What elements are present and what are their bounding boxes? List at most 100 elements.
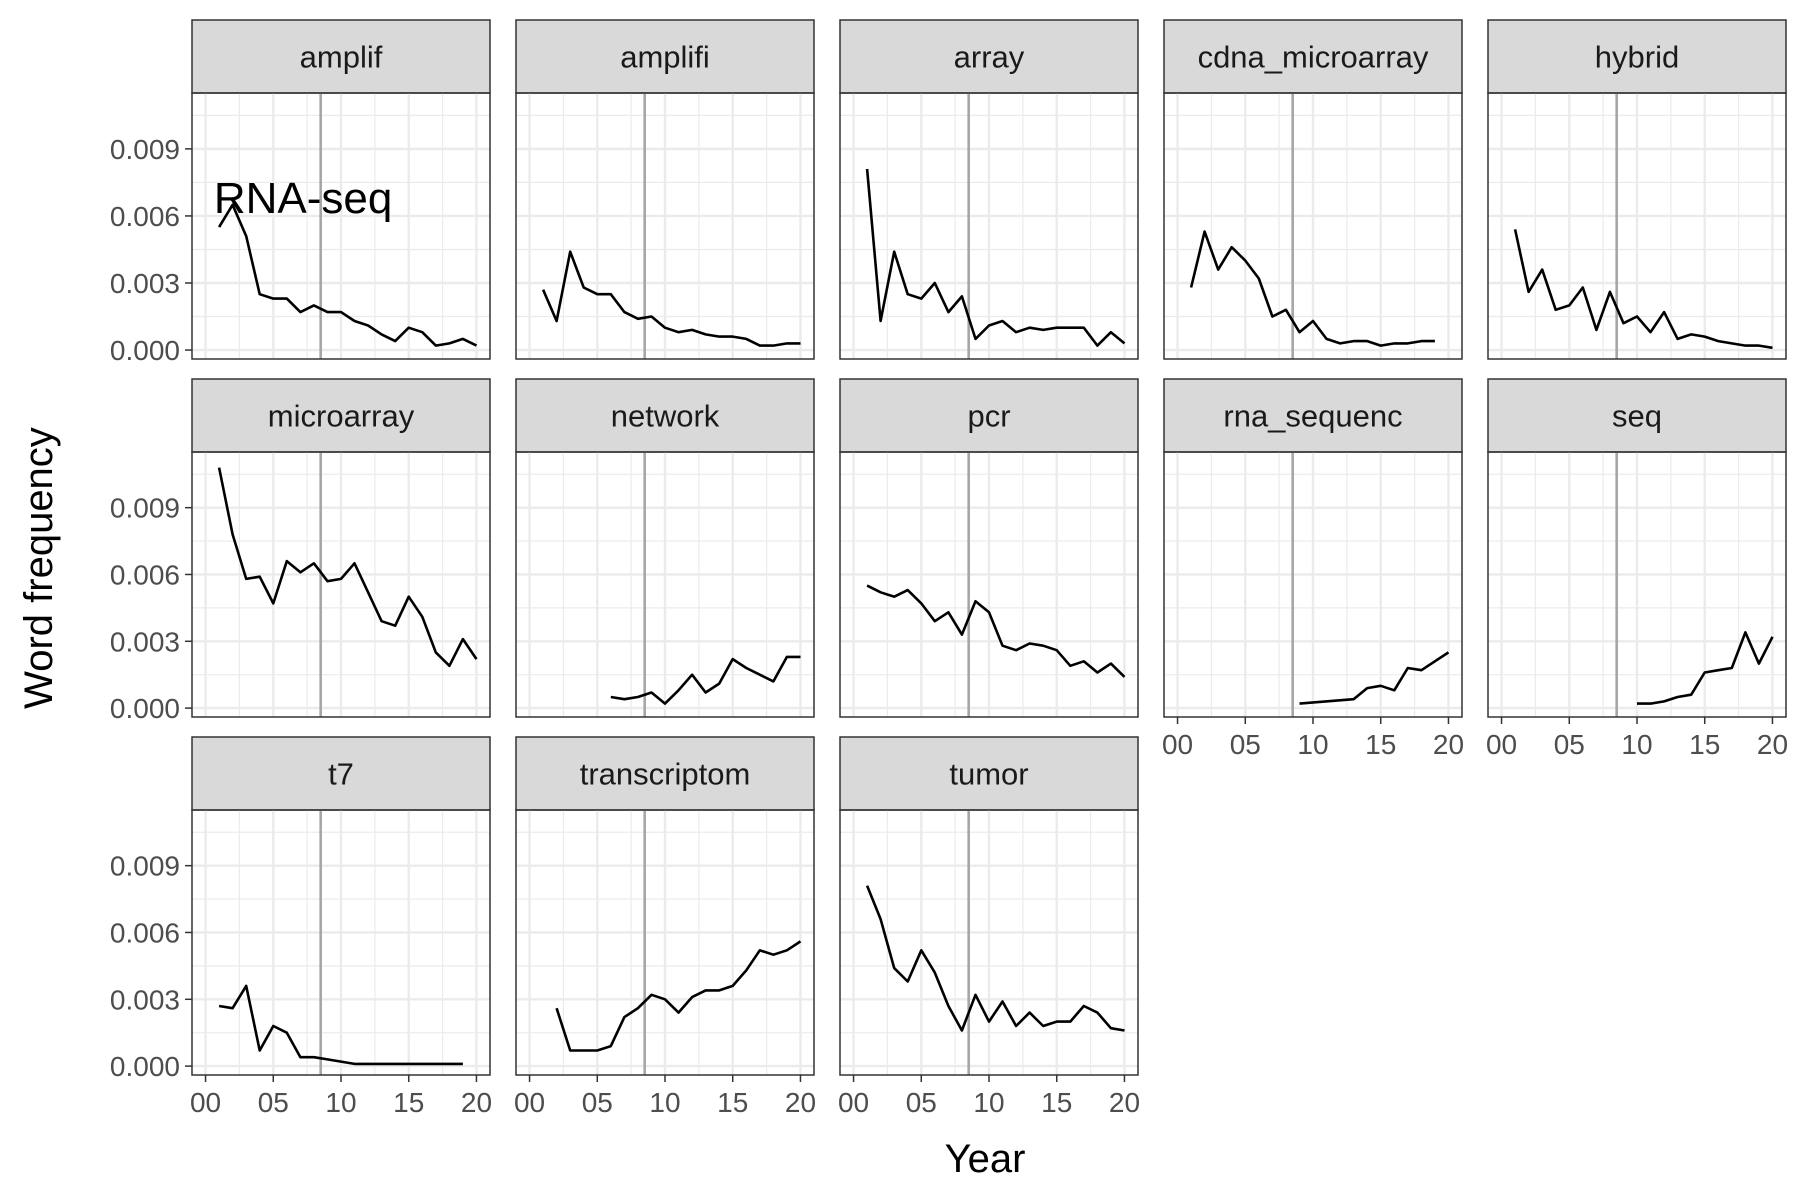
facet-strip-label: rna_sequenc: [1223, 399, 1402, 434]
series-line: [610, 655, 801, 705]
x-tick-label: 00: [1486, 729, 1517, 760]
panel-border: [1487, 92, 1787, 360]
y-tick-label: 0.009: [110, 851, 180, 882]
facet-strip-label: cdna_microarray: [1198, 40, 1429, 75]
x-tick-label: 00: [514, 1087, 545, 1118]
facet-strip: [839, 378, 1139, 453]
x-tick-label: 10: [649, 1087, 680, 1118]
facet-strip: [1487, 19, 1787, 94]
y-tick-label: 0.009: [110, 493, 180, 524]
facet-strip-label: t7: [328, 757, 354, 792]
facet-panel: microarray 0.000 0.003 0.006 0.009: [110, 378, 491, 724]
facet-panel: network: [515, 378, 815, 718]
facet-panel: transcriptom 00 05 10 15 20: [514, 736, 816, 1118]
facet-strip-label: tumor: [949, 757, 1028, 792]
facet-panel: array: [839, 19, 1139, 360]
facet-strip: [1487, 378, 1787, 453]
series-line: [218, 984, 463, 1066]
x-axis-title: Year: [945, 1137, 1026, 1181]
y-tick-label: 0.006: [110, 917, 180, 948]
x-tick-label: 05: [582, 1087, 613, 1118]
facet-strip-label: amplifi: [620, 40, 710, 75]
facet-strip-label: pcr: [967, 399, 1010, 434]
series-line: [217, 203, 478, 347]
panel-border: [515, 451, 815, 718]
facet-strip: [839, 19, 1139, 94]
facet-strip: [1163, 19, 1463, 94]
panel-border: [1163, 92, 1463, 360]
facet-panel: tumor 00 05 10 15 20: [838, 736, 1140, 1118]
y-axis-title: Word frequency: [17, 427, 61, 709]
x-tick-label: 05: [258, 1087, 289, 1118]
x-tick-label: 20: [461, 1087, 492, 1118]
facet-strip: [839, 736, 1139, 811]
series-line: [541, 250, 801, 347]
y-tick-label: 0.000: [110, 1051, 180, 1082]
series-line: [1513, 229, 1773, 350]
x-tick-label: 15: [1365, 729, 1396, 760]
facet-strip: [191, 736, 491, 811]
facet-strip-label: array: [954, 40, 1025, 75]
y-tick-label: 0.003: [110, 626, 180, 657]
facet-strip: [515, 736, 815, 811]
annotation-label: RNA-seq: [214, 174, 393, 223]
y-tick-label: 0.000: [110, 335, 180, 366]
series-line: [555, 940, 802, 1052]
x-tick-label: 00: [190, 1087, 221, 1118]
facet-panel: amplif 0.000 0.003 0.006 0.009 RNA-seq: [110, 19, 491, 366]
facet-panel: cdna_microarray: [1163, 19, 1463, 360]
y-tick-label: 0.003: [110, 984, 180, 1015]
series-line: [217, 467, 478, 668]
facet-panel: rna_sequenc 00 05 10 15 20: [1162, 378, 1464, 760]
facet-strip: [515, 19, 815, 94]
facet-panel: seq 00 05 10 15 20: [1486, 378, 1788, 760]
y-tick-label: 0.000: [110, 693, 180, 724]
facet-strip-label: seq: [1612, 399, 1662, 434]
panel-border: [515, 92, 815, 360]
facet-strip: [191, 378, 491, 453]
facet-strip: [1163, 378, 1463, 453]
x-tick-label: 05: [1554, 729, 1585, 760]
panel-border: [191, 451, 491, 718]
facet-panel: t7 0.000 0.003 0.006 0.009 00 05 10 15 20: [110, 736, 492, 1118]
y-tick-label: 0.006: [110, 559, 180, 590]
facet-strip-label: network: [611, 399, 720, 434]
y-tick-label: 0.003: [110, 268, 180, 299]
x-tick-label: 05: [1230, 729, 1261, 760]
panel-border: [839, 92, 1139, 360]
y-tick-label: 0.009: [110, 134, 180, 165]
facet-strip-label: transcriptom: [580, 757, 751, 792]
series-line: [866, 584, 1126, 678]
x-tick-label: 15: [393, 1087, 424, 1118]
x-tick-label: 00: [1162, 729, 1193, 760]
x-tick-label: 20: [1109, 1087, 1140, 1118]
x-tick-label: 15: [1041, 1087, 1072, 1118]
series-line: [1189, 230, 1435, 347]
facet-panel: pcr: [839, 378, 1139, 718]
facet-strip-label: amplif: [300, 40, 383, 75]
y-tick-label: 0.006: [110, 201, 180, 232]
facet-strip-label: hybrid: [1595, 40, 1679, 75]
series-line: [1637, 631, 1774, 705]
x-tick-label: 05: [906, 1087, 937, 1118]
x-tick-label: 15: [1689, 729, 1720, 760]
series-line: [865, 885, 1125, 1032]
x-tick-label: 20: [785, 1087, 816, 1118]
facet-strip: [191, 19, 491, 94]
panel-border: [191, 92, 491, 360]
x-tick-label: 10: [1297, 729, 1328, 760]
x-tick-label: 15: [717, 1087, 748, 1118]
facet-panels: amplif 0.000 0.003 0.006 0.009 RNA-seq amplifi…: [110, 19, 1788, 1118]
facet-strip-label: microarray: [268, 399, 415, 434]
facet-panel: amplifi: [515, 19, 815, 360]
x-tick-label: 10: [325, 1087, 356, 1118]
facet-strip: [515, 378, 815, 453]
x-tick-label: 10: [1621, 729, 1652, 760]
x-tick-label: 20: [1433, 729, 1464, 760]
x-tick-label: 20: [1757, 729, 1788, 760]
series-line: [865, 168, 1126, 347]
facet-panel: hybrid: [1487, 19, 1787, 360]
x-tick-label: 10: [973, 1087, 1004, 1118]
panel-border: [839, 451, 1139, 718]
